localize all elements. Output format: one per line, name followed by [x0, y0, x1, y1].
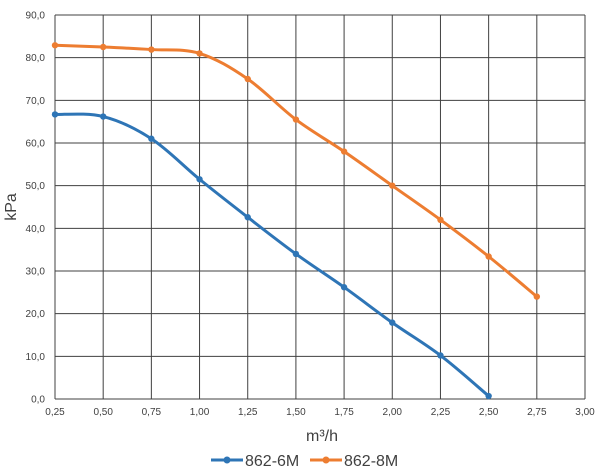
y-tick-label: 50,0 [26, 181, 46, 192]
data-point-862-8m [340, 148, 348, 155]
x-tick-label: 0,75 [142, 407, 162, 418]
legend-label-862-6m: 862-6M [245, 453, 299, 470]
y-tick-label: 20,0 [26, 309, 46, 320]
data-point-862-8m [485, 253, 492, 260]
y-tick-label: 90,0 [26, 11, 46, 22]
x-axis-ticks: 0,25 0,50 0,75 1,00 1,25 1,50 1,75 2,00 2,25 2,50… [45, 407, 595, 418]
data-point-862-8m [99, 43, 107, 51]
x-tick-label: 2,00 [383, 407, 403, 418]
legend: 862-6M 862-8M [211, 453, 398, 470]
legend-label-862-8m: 862-8M [344, 453, 398, 470]
data-point-862-8m [437, 216, 444, 223]
x-tick-label: 1,25 [238, 407, 258, 418]
y-axis-ticks: 0,0 10,0 20,0 30,0 40,0 50,0 60,0 70,0 80,0 90,0 [26, 11, 46, 406]
data-point-862-6m [196, 176, 203, 183]
data-point-862-8m [389, 182, 396, 189]
y-axis-title: kPa [3, 193, 20, 221]
data-point-862-6m [292, 250, 300, 258]
y-tick-label: 40,0 [26, 224, 46, 235]
data-point-862-6m [148, 135, 155, 142]
x-tick-label: 1,00 [190, 407, 210, 418]
data-point-862-6m [340, 284, 348, 291]
x-tick-label: 1,50 [286, 407, 306, 418]
data-point-862-6m [389, 319, 396, 326]
data-point-862-6m [437, 352, 444, 359]
series-layer [51, 42, 541, 400]
data-point-862-8m [533, 293, 541, 300]
x-tick-label: 2,75 [527, 407, 547, 418]
data-point-862-8m [292, 116, 300, 123]
legend-marker-862-6m [223, 456, 231, 464]
x-tick-label: 0,25 [45, 407, 65, 418]
data-point-862-6m [485, 392, 492, 400]
data-point-862-6m [99, 113, 107, 120]
data-point-862-8m [244, 75, 251, 83]
series-line-862-6m [53, 112, 491, 398]
data-point-862-8m [196, 50, 203, 57]
y-tick-label: 80,0 [26, 53, 46, 64]
data-point-862-6m [51, 111, 59, 118]
y-tick-label: 30,0 [26, 267, 46, 278]
data-point-862-8m [148, 46, 155, 53]
legend-item-862-8m: 862-8M [310, 453, 398, 470]
data-point-862-8m [51, 42, 59, 49]
x-tick-label: 2,50 [479, 407, 499, 418]
legend-item-862-6m: 862-6M [211, 453, 299, 470]
y-tick-label: 70,0 [26, 96, 46, 107]
grid [54, 14, 586, 400]
legend-marker-862-8m [322, 456, 330, 464]
x-axis-title: m³/h [306, 428, 338, 445]
x-tick-label: 3,00 [575, 407, 595, 418]
y-tick-label: 60,0 [26, 139, 46, 150]
data-point-862-6m [244, 214, 251, 221]
x-tick-label: 0,50 [93, 407, 113, 418]
x-tick-label: 1,75 [334, 407, 354, 418]
y-tick-label: 0,0 [31, 395, 45, 406]
y-tick-label: 10,0 [26, 352, 46, 363]
x-tick-label: 2,25 [431, 407, 451, 418]
